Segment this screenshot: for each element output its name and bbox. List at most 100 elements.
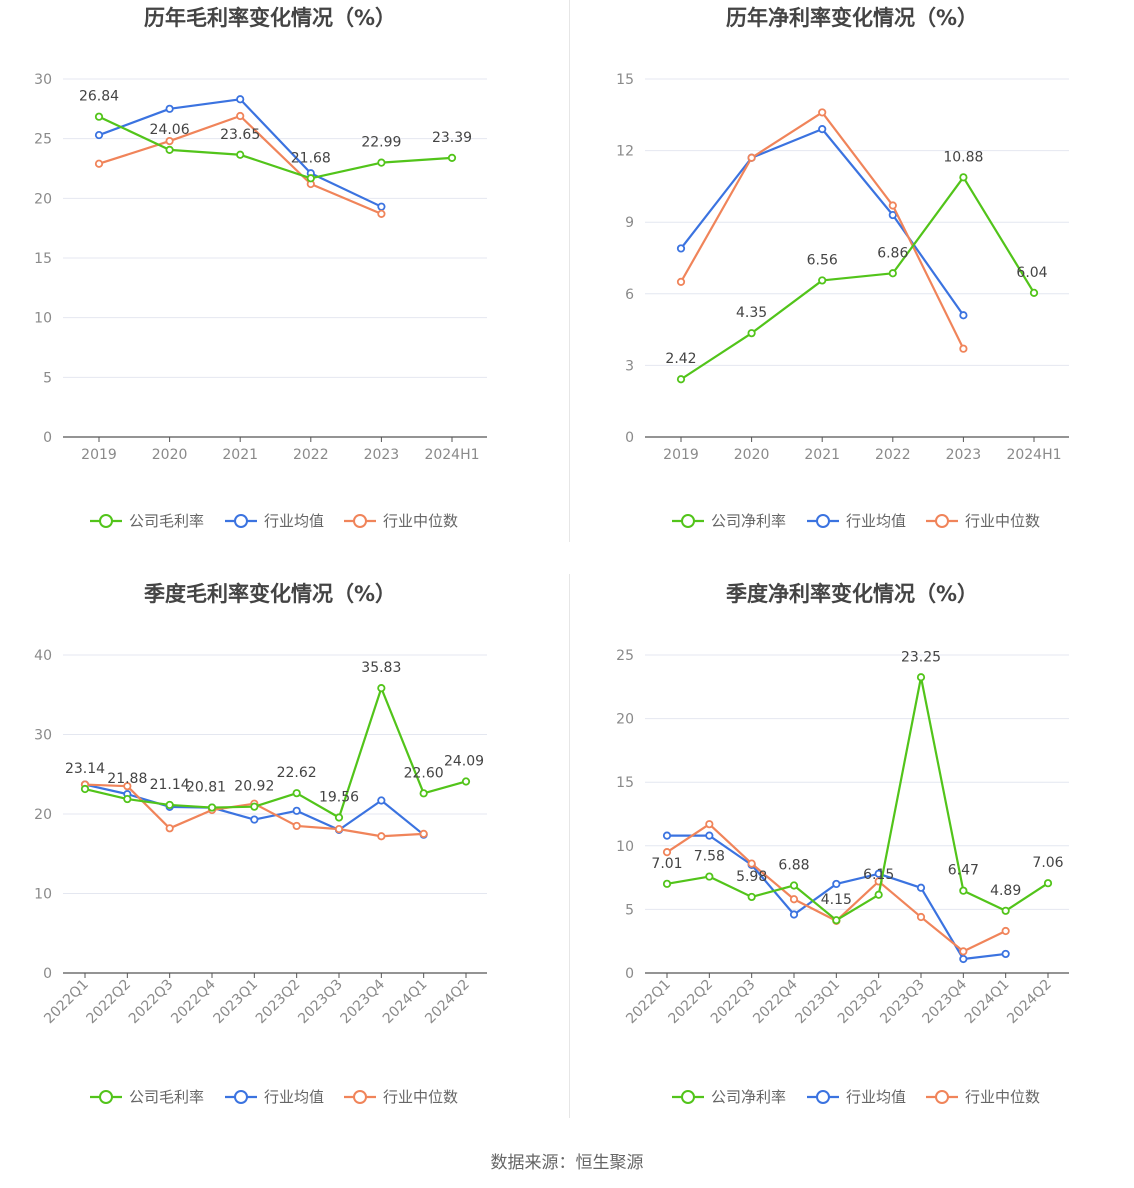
data-point-avg bbox=[662, 831, 672, 840]
data-point-company bbox=[832, 916, 841, 925]
data-point-median bbox=[165, 136, 174, 146]
data-point-median bbox=[959, 947, 968, 956]
data-point-company bbox=[123, 794, 132, 804]
legend-marker-median bbox=[935, 1090, 949, 1104]
legend-marker-company bbox=[99, 1090, 113, 1104]
legend-label-median: 行业中位数 bbox=[965, 512, 1040, 530]
y-tick-label: 5 bbox=[625, 902, 634, 918]
data-point-company bbox=[334, 813, 344, 822]
data-point-company bbox=[818, 276, 827, 285]
data-label: 22.60 bbox=[404, 765, 444, 781]
data-point-company bbox=[207, 803, 217, 812]
data-label: 4.15 bbox=[821, 892, 852, 908]
legend-label-company: 公司毛利率 bbox=[129, 1088, 204, 1106]
y-tick-label: 0 bbox=[43, 966, 52, 982]
data-point-avg bbox=[959, 954, 968, 964]
chart-quarterly-net-margin: 季度净利率变化情况（%） 0 5 10 15 20 25 2022Q1 2022Q2 2022Q3… bbox=[582, 576, 1134, 1152]
data-label: 6.47 bbox=[948, 863, 979, 879]
data-point-median bbox=[94, 159, 104, 168]
data-label: 6.86 bbox=[877, 245, 908, 261]
x-tick-label: 2019 bbox=[663, 447, 699, 463]
data-label: 7.06 bbox=[1032, 855, 1063, 871]
data-point-company bbox=[662, 879, 672, 888]
chart-title: 季度毛利率变化情况（%） bbox=[144, 582, 396, 606]
data-label: 21.88 bbox=[107, 771, 147, 787]
legend-label-company: 公司净利率 bbox=[711, 512, 786, 530]
y-tick-label: 20 bbox=[616, 712, 634, 728]
data-point-company bbox=[959, 173, 968, 182]
data-label: 22.99 bbox=[361, 135, 401, 151]
data-point-avg bbox=[705, 831, 714, 840]
data-point-company bbox=[80, 784, 90, 794]
data-point-median bbox=[789, 895, 799, 904]
data-point-avg bbox=[377, 796, 386, 805]
data-point-avg bbox=[377, 202, 386, 211]
data-point-avg bbox=[292, 806, 301, 815]
data-label: 35.83 bbox=[361, 660, 401, 676]
data-point-avg bbox=[789, 910, 799, 919]
chart-annual-gross-margin: 历年毛利率变化情况（%） 0 5 10 15 20 25 30 2019 2020 2021 2022… bbox=[0, 0, 567, 576]
divider-top bbox=[569, 0, 570, 542]
data-source: 数据来源：恒生聚源 bbox=[490, 1153, 644, 1173]
data-point-company bbox=[1001, 906, 1010, 915]
data-label: 24.06 bbox=[150, 122, 190, 138]
legend-label-avg: 行业均值 bbox=[264, 512, 324, 530]
y-tick-label: 3 bbox=[625, 358, 634, 374]
x-tick-label: 2021 bbox=[804, 447, 840, 463]
data-label: 23.14 bbox=[65, 761, 105, 777]
y-tick-label: 25 bbox=[616, 648, 634, 664]
x-tick-label: 2023 bbox=[364, 447, 400, 463]
y-tick-label: 15 bbox=[616, 72, 634, 88]
legend-label-company: 公司净利率 bbox=[711, 1088, 786, 1106]
data-point-median bbox=[888, 201, 897, 210]
x-tick-label: 2022Q3 bbox=[126, 977, 177, 1028]
data-point-median bbox=[959, 344, 968, 353]
y-tick-label: 30 bbox=[34, 728, 52, 744]
data-label: 2.42 bbox=[665, 351, 696, 367]
x-tick-label: 2023Q1 bbox=[211, 977, 262, 1028]
data-point-median bbox=[747, 153, 756, 162]
x-tick-label: 2022Q4 bbox=[168, 976, 219, 1027]
x-tick-label: 2019 bbox=[81, 447, 117, 463]
y-tick-label: 10 bbox=[34, 887, 52, 903]
data-point-avg bbox=[165, 104, 174, 113]
x-tick-label: 2022Q1 bbox=[623, 977, 674, 1028]
series-line-company bbox=[84, 687, 467, 819]
data-point-company bbox=[377, 684, 386, 693]
chart-quarterly-gross-margin: 季度毛利率变化情况（%） 0 10 20 30 40 2022Q1 2022Q2 2022Q3 2… bbox=[0, 576, 567, 1152]
legend-marker-avg bbox=[234, 514, 248, 528]
x-tick-label: 2023Q1 bbox=[793, 977, 844, 1028]
legend-marker-avg bbox=[816, 514, 830, 528]
y-tick-label: 15 bbox=[616, 775, 634, 791]
data-point-company bbox=[306, 174, 315, 183]
data-label: 23.65 bbox=[220, 127, 260, 143]
x-tick-label: 2023Q2 bbox=[253, 977, 304, 1028]
data-point-median bbox=[236, 111, 245, 121]
x-tick-label: 2023Q2 bbox=[835, 977, 886, 1028]
chart-annual-net-margin-svg: 历年净利率变化情况（%） 0 3 6 9 12 15 2019 2020 2021 2022 2023… bbox=[616, 6, 1069, 530]
x-tick-label: 2023Q3 bbox=[877, 977, 928, 1028]
data-point-company bbox=[747, 329, 756, 338]
data-label: 5.98 bbox=[736, 869, 767, 885]
data-label: 6.15 bbox=[863, 867, 894, 883]
data-point-avg bbox=[1001, 949, 1010, 959]
data-point-company bbox=[916, 673, 926, 682]
chart-quarterly-gross-margin-svg: 季度毛利率变化情况（%）0102030402022Q12022Q22022Q32… bbox=[34, 582, 487, 1106]
y-tick-label: 5 bbox=[43, 370, 52, 386]
x-tick-label: 2022Q2 bbox=[666, 977, 717, 1028]
data-label: 6.56 bbox=[807, 252, 838, 268]
legend-marker-avg bbox=[234, 1090, 248, 1104]
y-tick-label: 9 bbox=[625, 215, 634, 231]
y-tick-label: 6 bbox=[625, 287, 634, 303]
x-tick-label: 2024Q2 bbox=[1004, 977, 1055, 1028]
y-tick-label: 0 bbox=[625, 430, 634, 446]
data-point-median bbox=[705, 820, 714, 829]
data-point-company bbox=[959, 886, 968, 895]
x-tick-label: 2022 bbox=[293, 447, 329, 463]
data-label: 7.58 bbox=[694, 849, 725, 865]
data-label: 23.25 bbox=[901, 649, 941, 665]
legend-marker-median bbox=[935, 514, 949, 528]
legend-marker-company bbox=[681, 514, 695, 528]
y-tick-label: 15 bbox=[34, 251, 52, 267]
legend-marker-company bbox=[681, 1090, 695, 1104]
